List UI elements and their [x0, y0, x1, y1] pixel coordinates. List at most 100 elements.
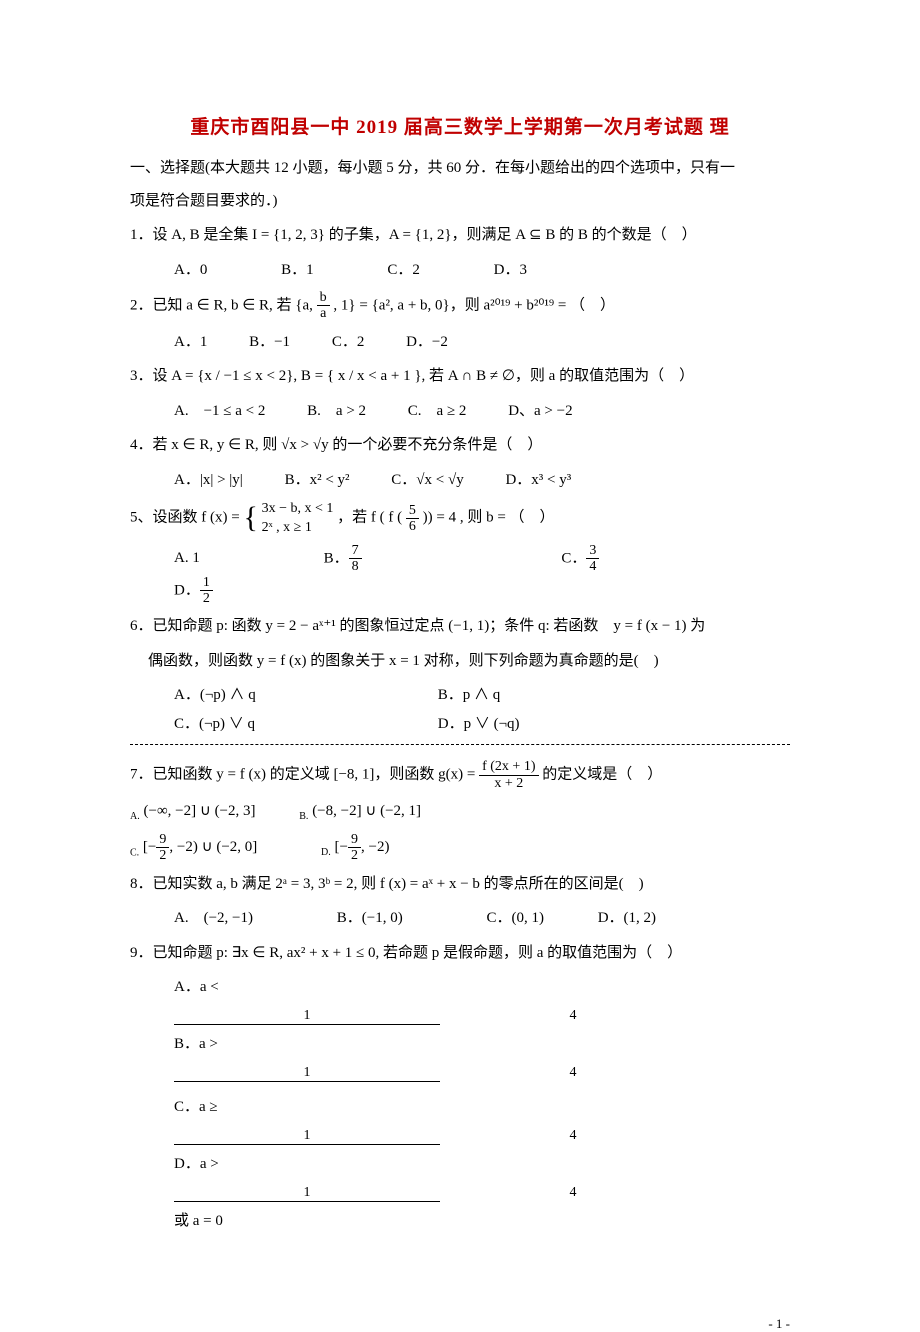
question-7: 7．已知函数 y = f (x) 的定义域 [−8, 1]，则函数 g(x) =… — [130, 759, 790, 791]
q8-opt-d: D．(1, 2) — [598, 904, 656, 933]
q3-opt-b: B. a > 2 — [307, 397, 366, 426]
q7c-post: , −2) ∪ (−2, 0] — [169, 839, 257, 855]
q7-opt-b: (−8, −2] ∪ (−2, 1] — [312, 803, 421, 819]
q5-opt-a: A. 1 — [174, 544, 200, 573]
q7d-pre: [− — [335, 839, 348, 855]
q7-frac: f (2x + 1) x + 2 — [479, 759, 538, 791]
q9a-pre: A．a < — [174, 973, 434, 1002]
question-1: 1．设 A, B 是全集 I = {1, 2, 3} 的子集，A = {1, 2… — [130, 221, 790, 250]
q9-opt-a: A．a < 14 — [174, 973, 790, 1030]
q5-options: A. 1 B．78 C．34 D．12 — [174, 543, 790, 607]
question-2: 2．已知 a ∈ R, b ∈ R, 若 {a, b a , 1} = {a²,… — [130, 290, 790, 322]
q9c-d: 4 — [440, 1128, 706, 1143]
q2-opt-d: D．−2 — [406, 328, 448, 357]
q1-opt-c: C．2 — [387, 256, 420, 285]
q8-opt-b: B．(−1, 0) — [337, 904, 403, 933]
q5d-d: 2 — [200, 591, 213, 606]
question-3: 3．设 A = {x / −1 ≤ x < 2}, B = { x / x < … — [130, 362, 790, 391]
q7-opt-a: (−∞, −2] ∪ (−2, 3] — [143, 803, 255, 819]
q9-options: A．a < 14 B．a > 14 C．a ≥ 14 D．a > 14 或 a … — [174, 973, 790, 1236]
q5-piece1: 3x − b, x < 1 — [262, 501, 334, 516]
q2-stem-b: , 1} = {a², a + b, 0}，则 a²⁰¹⁹ + b²⁰¹⁹ = … — [333, 297, 615, 313]
q5-stem-b: ，若 f ( f ( — [337, 510, 402, 526]
section-intro-1: 一、选择题(本大题共 12 小题，每小题 5 分，共 60 分．在每小题给出的四… — [130, 154, 790, 183]
exam-title: 重庆市酉阳县一中 2019 届高三数学上学期第一次月考试题 理 — [130, 110, 790, 146]
q8-options: A. (−2, −1) B．(−1, 0) C．(0, 1) D．(1, 2) — [174, 904, 790, 933]
page-number: - 1 - — [0, 1316, 920, 1332]
q3-opt-c: C. a ≥ 2 — [408, 397, 467, 426]
q9d-d: 4 — [440, 1185, 706, 1200]
q4-options: A．|x| > |y| B．x² < y² C．√x < √y D．x³ < y… — [174, 466, 790, 495]
q4-opt-a: A．|x| > |y| — [174, 466, 243, 495]
q6-opt-b: B．p ∧ q — [438, 681, 698, 710]
q1-stem: 1．设 A, B 是全集 I = {1, 2, 3} 的子集，A = {1, 2… — [130, 227, 697, 243]
q6-opt-c: C．(¬p) ∨ q — [174, 710, 434, 739]
q7-opt-c: [−92, −2) ∪ (−2, 0] — [143, 839, 257, 855]
q8-opt-c: C．(0, 1) — [486, 904, 544, 933]
q9d-n: 1 — [174, 1185, 440, 1201]
q7-stem-b: 的定义域是（ ） — [542, 767, 662, 783]
q6-opt-d: D．p ∨ (¬q) — [438, 710, 698, 739]
q7-frac-n: f (2x + 1) — [479, 759, 538, 775]
q1-opt-d: D．3 — [494, 256, 527, 285]
q2-frac-d: a — [317, 306, 330, 321]
q9a-d: 4 — [440, 1008, 706, 1023]
q7-stem-a: 7．已知函数 y = f (x) 的定义域 [−8, 1]，则函数 — [130, 767, 438, 783]
q7d-post: , −2) — [361, 839, 389, 855]
q5c-d: 4 — [586, 559, 599, 574]
q6-options: A．(¬p) ∧ q B．p ∧ q C．(¬p) ∨ q D．p ∨ (¬q) — [174, 681, 790, 738]
q1-opt-a: A．0 — [174, 256, 207, 285]
q9c-n: 1 — [174, 1128, 440, 1144]
q7d-n: 9 — [348, 832, 361, 848]
q7-opt-d: [−92, −2) — [335, 839, 390, 855]
q4-opt-b: B．x² < y² — [285, 466, 350, 495]
q3-options: A. −1 ≤ a < 2 B. a > 2 C. a ≥ 2 D、a > −2 — [174, 397, 790, 426]
q9-opt-b: B．a > 14 — [174, 1030, 790, 1087]
q9b-d: 4 — [440, 1065, 706, 1080]
q7-gx: g(x) = — [438, 767, 475, 783]
question-5: 5、设函数 f (x) = { 3x − b, x < 1 2ˣ , x ≥ 1… — [130, 500, 790, 536]
q6-opt-a: A．(¬p) ∧ q — [174, 681, 434, 710]
q5-stem-a: 5、设函数 f (x) = — [130, 510, 243, 526]
q3-opt-d: D、a > −2 — [508, 397, 572, 426]
q4-opt-d: D．x³ < y³ — [505, 466, 571, 495]
question-4: 4．若 x ∈ R, y ∈ R, 则 √x > √y 的一个必要不充分条件是（… — [130, 431, 790, 460]
q2-frac: b a — [317, 290, 330, 322]
q5-frac-d: 6 — [406, 519, 419, 534]
q7-options-row2: C. [−92, −2) ∪ (−2, 0] D. [−92, −2) — [130, 832, 790, 864]
divider — [130, 744, 790, 745]
q5-frac-n: 5 — [406, 503, 419, 519]
q2-opt-c: C．2 — [332, 328, 365, 357]
page-content: 重庆市酉阳县一中 2019 届高三数学上学期第一次月考试题 理 一、选择题(本大… — [0, 0, 920, 1276]
q7c-n: 9 — [156, 832, 169, 848]
q5b-n: 7 — [349, 543, 362, 559]
q9-opt-d: D．a > 14 或 a = 0 — [174, 1150, 790, 1236]
q7c-pre: [− — [143, 839, 156, 855]
q2-frac-n: b — [317, 290, 330, 306]
q5-opt-d: D．12 — [174, 575, 289, 607]
q5-piece2: 2ˣ , x ≥ 1 — [262, 520, 312, 535]
q9d-post: 或 a = 0 — [174, 1207, 434, 1236]
q2-options: A．1 B．−1 C．2 D．−2 — [174, 328, 790, 357]
q4-opt-c: C．√x < √y — [391, 466, 463, 495]
q5-frac: 5 6 — [406, 503, 419, 535]
q7-options-row1: A. (−∞, −2] ∪ (−2, 3] B. (−8, −2] ∪ (−2,… — [130, 797, 790, 826]
question-8: 8．已知实数 a, b 满足 2ᵃ = 3, 3ᵇ = 2, 则 f (x) =… — [130, 870, 790, 899]
q2-opt-a: A．1 — [174, 328, 207, 357]
q9b-n: 1 — [174, 1065, 440, 1081]
q5c-n: 3 — [586, 543, 599, 559]
q2-opt-b: B．−1 — [249, 328, 290, 357]
q1-options: A．0 B．1 C．2 D．3 — [174, 256, 790, 285]
q5-stem-c: )) = 4 , 则 b = （ ） — [423, 510, 555, 526]
q7d-d: 2 — [348, 848, 361, 863]
q9b-pre: B．a > — [174, 1030, 434, 1059]
q9d-pre: D．a > — [174, 1150, 434, 1179]
q2-stem-a: 2．已知 a ∈ R, b ∈ R, 若 {a, — [130, 297, 317, 313]
question-6-line2: 偶函数，则函数 y = f (x) 的图象关于 x = 1 对称，则下列命题为真… — [148, 647, 790, 676]
q7-frac-d: x + 2 — [479, 776, 538, 791]
q5-opt-b: B．78 — [324, 543, 438, 575]
q7c-d: 2 — [156, 848, 169, 863]
q8-opt-a: A. (−2, −1) — [174, 904, 253, 933]
q5d-n: 1 — [200, 575, 213, 591]
section-intro-2: 项是符合题目要求的．) — [130, 187, 790, 216]
